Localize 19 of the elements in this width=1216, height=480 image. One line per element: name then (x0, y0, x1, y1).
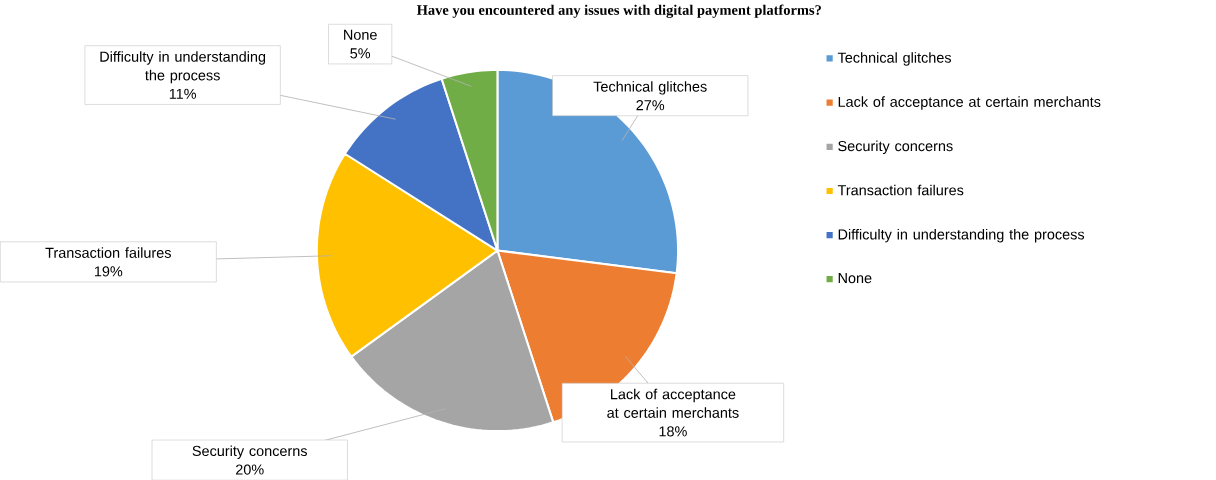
data-label: 19% (94, 266, 123, 277)
slice-label: Transaction failures (45, 247, 171, 258)
legend-label: Transaction failures (837, 184, 964, 196)
slice-label: Security concerns (192, 445, 307, 459)
legend-label: Technical glitches (837, 51, 952, 66)
legend-label: Security concerns (838, 140, 953, 154)
slice-label: Difficulty in understanding the process (100, 50, 266, 84)
data-label: 18% (659, 426, 687, 437)
legend-label: Difficulty in understanding the process (838, 228, 1085, 243)
legend-label: Lack of acceptance at certain merchants (838, 96, 1101, 110)
data-label: 27% (636, 99, 665, 111)
data-label: 20% (236, 464, 264, 475)
slice-label: Lack of acceptance at certain merchants (607, 388, 739, 418)
legend-label: None (838, 272, 872, 283)
data-label: 5% (350, 48, 371, 59)
data-label: 11% (169, 88, 197, 99)
slice-label: None (344, 29, 377, 40)
chart-title: Have you encountered any issues with digital payment platforms? (416, 4, 821, 18)
slice-label: Technical glitches (593, 80, 707, 95)
